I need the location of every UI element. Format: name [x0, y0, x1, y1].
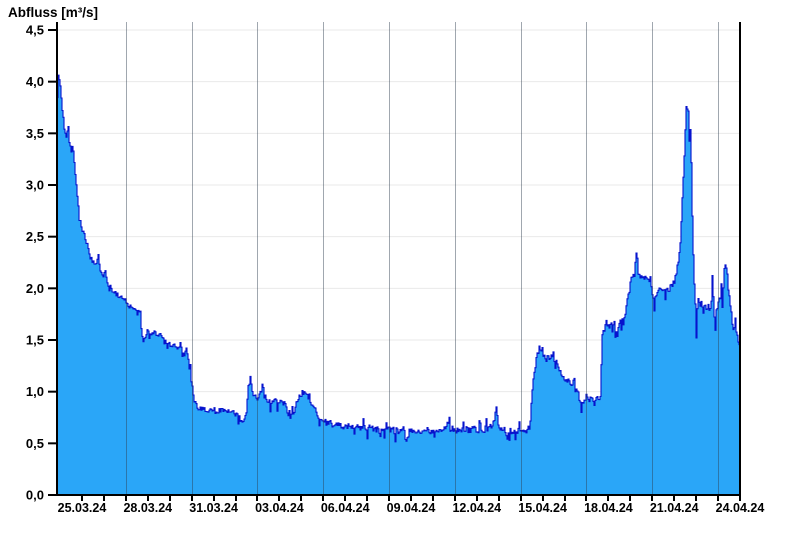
y-tick-label: 0,5 — [26, 436, 44, 451]
x-tick-label: 15.04.24 — [518, 501, 567, 515]
x-tick-labels: 25.03.24 28.03.24 31.03.24 03.04.24 06.04.24… — [58, 501, 765, 515]
x-ticks — [81, 496, 741, 501]
series-line — [57, 74, 741, 443]
y-tick-label: 2,0 — [26, 281, 44, 296]
x-tick-label: 31.03.24 — [189, 501, 238, 515]
area-fill — [57, 75, 740, 495]
y-tick-label: 2,5 — [26, 229, 44, 244]
y-tick-label: 3,5 — [26, 126, 44, 141]
axis-frame — [56, 22, 741, 496]
discharge-series — [57, 74, 741, 495]
x-tick-label: 06.04.24 — [321, 501, 370, 515]
x-tick-label: 28.03.24 — [123, 501, 172, 515]
y-tick-label: 0,0 — [26, 488, 44, 503]
y-tick-label: 4,5 — [26, 23, 44, 38]
x-tick-label: 21.04.24 — [650, 501, 699, 515]
x-tick-label: 25.03.24 — [58, 501, 107, 515]
x-tick-label: 09.04.24 — [387, 501, 436, 515]
x-tick-label: 12.04.24 — [452, 501, 501, 515]
chart-title: Abfluss [m³/s] — [8, 5, 99, 20]
y-tick-label: 1,0 — [26, 384, 44, 399]
y-tick-label: 4,0 — [26, 74, 44, 89]
y-tick-label: 1,5 — [26, 333, 44, 348]
x-tick-label: 18.04.24 — [584, 501, 633, 515]
x-gridlines — [126, 22, 719, 494]
y-tick-label: 3,0 — [26, 178, 44, 193]
y-ticks: 0,0 0,5 1,0 1,5 2,0 2,5 3,0 3,5 4,0 4,5 — [26, 23, 57, 503]
x-tick-label: 24.04.24 — [716, 501, 765, 515]
x-tick-label: 03.04.24 — [255, 501, 304, 515]
